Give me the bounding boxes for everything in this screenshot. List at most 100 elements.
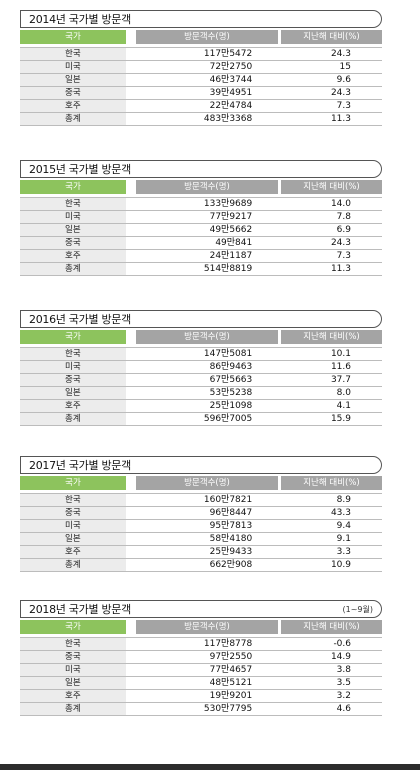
cell-yoy: 9.4 — [336, 521, 351, 531]
table-row: 총계 530만7795 4.6 — [20, 703, 382, 716]
cell-visitors: 25만9433 — [209, 547, 253, 557]
cell-yoy: 14.9 — [330, 652, 351, 662]
cell-yoy: 4.1 — [336, 401, 351, 411]
table-row: 한국 117만8778 -0.6 — [20, 638, 382, 651]
table-title-box: 2018년 국가별 방문객 (1~9월) — [20, 600, 382, 618]
table-title-box: 2014년 국가별 방문객 — [20, 10, 382, 28]
cell-yoy: 15.9 — [330, 414, 351, 424]
cell-visitors: 77만4657 — [209, 665, 253, 675]
cell-yoy: 43.3 — [330, 508, 351, 518]
table-title-box: 2016년 국가별 방문객 — [20, 310, 382, 328]
table-header: 국가 방문객수(명) 지난해 대비(%) — [20, 30, 382, 44]
table-row: 호주 22만4784 7.3 — [20, 100, 382, 113]
table-row: 호주 19만9201 3.2 — [20, 690, 382, 703]
cell-yoy: 10.9 — [330, 560, 351, 570]
cell-yoy: 3.5 — [336, 678, 351, 688]
table-row: 미국 77만4657 3.8 — [20, 664, 382, 677]
table-title: 2017년 국가별 방문객 — [29, 459, 131, 472]
table-title: 2018년 국가별 방문객 — [29, 603, 131, 616]
cell-country: 미국 — [20, 211, 127, 223]
cell-visitors: 58만4180 — [209, 534, 253, 544]
cell-yoy: 37.7 — [330, 375, 351, 385]
table-title-box: 2017년 국가별 방문객 — [20, 456, 382, 474]
cell-country: 한국 — [20, 638, 127, 650]
table-row: 일본 46만3744 9.6 — [20, 74, 382, 87]
table-row: 미국 77만9217 7.8 — [20, 211, 382, 224]
cell-country: 일본 — [20, 533, 127, 545]
cell-country: 미국 — [20, 61, 127, 73]
cell-visitors: 133만9689 — [203, 199, 253, 209]
header-yoy: 지난해 대비(%) — [281, 330, 382, 344]
cell-country: 미국 — [20, 520, 127, 532]
cell-country: 중국 — [20, 651, 127, 663]
visitor-table: 2018년 국가별 방문객 (1~9월) 국가 방문객수(명) 지난해 대비(%) 한국 1… — [20, 600, 382, 716]
cell-yoy: -0.6 — [333, 639, 351, 649]
visitor-table: 2014년 국가별 방문객 국가 방문객수(명) 지난해 대비(%) 한국 117만547… — [20, 10, 382, 126]
table-row: 중국 49만841 24.3 — [20, 237, 382, 250]
cell-country: 한국 — [20, 348, 127, 360]
table-title: 2016년 국가별 방문객 — [29, 313, 131, 326]
header-country: 국가 — [20, 180, 126, 194]
table-row: 중국 97만2550 14.9 — [20, 651, 382, 664]
cell-yoy: 10.1 — [330, 349, 351, 359]
cell-yoy: 4.6 — [336, 704, 351, 714]
cell-yoy: 7.3 — [336, 251, 351, 261]
cell-yoy: 24.3 — [330, 238, 351, 248]
cell-visitors: 25만1098 — [209, 401, 253, 411]
cell-visitors: 49만841 — [215, 238, 253, 248]
table-row: 호주 24만1187 7.3 — [20, 250, 382, 263]
cell-visitors: 77만9217 — [209, 212, 253, 222]
table-row: 중국 39만4951 24.3 — [20, 87, 382, 100]
cell-visitors: 662만908 — [209, 560, 253, 570]
cell-yoy: 8.0 — [336, 388, 351, 398]
cell-country: 중국 — [20, 374, 127, 386]
cell-visitors: 48만5121 — [209, 678, 253, 688]
cell-yoy: 24.3 — [330, 49, 351, 59]
cell-country: 총계 — [20, 263, 127, 275]
header-visitors: 방문객수(명) — [136, 30, 278, 44]
table-body: 한국 133만9689 14.0 미국 77만9217 7.8 일본 49만5662 6.9 중국… — [20, 197, 382, 276]
table-row: 미국 95만7813 9.4 — [20, 520, 382, 533]
cell-yoy: 7.8 — [336, 212, 351, 222]
table-row: 일본 58만4180 9.1 — [20, 533, 382, 546]
header-visitors: 방문객수(명) — [136, 476, 278, 490]
table-body: 한국 117만5472 24.3 미국 72만2750 15 일본 46만3744 9.6 중국 3… — [20, 47, 382, 126]
cell-yoy: 8.9 — [336, 495, 351, 505]
cell-yoy: 15 — [339, 62, 351, 72]
cell-country: 중국 — [20, 87, 127, 99]
table-row: 일본 48만5121 3.5 — [20, 677, 382, 690]
cell-visitors: 530만7795 — [203, 704, 253, 714]
header-yoy: 지난해 대비(%) — [281, 30, 382, 44]
table-row: 일본 49만5662 6.9 — [20, 224, 382, 237]
cell-visitors: 72만2750 — [209, 62, 253, 72]
table-body: 한국 117만8778 -0.6 중국 97만2550 14.9 미국 77만4657 3.8 일… — [20, 637, 382, 716]
cell-visitors: 39만4951 — [209, 88, 253, 98]
table-title-box: 2015년 국가별 방문객 — [20, 160, 382, 178]
cell-yoy: 6.9 — [336, 225, 351, 235]
cell-visitors: 19만9201 — [209, 691, 253, 701]
cell-country: 총계 — [20, 559, 127, 571]
cell-country: 중국 — [20, 507, 127, 519]
table-note: (1~9월) — [342, 605, 374, 614]
cell-country: 중국 — [20, 237, 127, 249]
cell-visitors: 24만1187 — [209, 251, 253, 261]
table-header: 국가 방문객수(명) 지난해 대비(%) — [20, 620, 382, 634]
table-row: 총계 662만908 10.9 — [20, 559, 382, 572]
cell-country: 일본 — [20, 387, 127, 399]
header-country: 국가 — [20, 30, 126, 44]
table-row: 미국 72만2750 15 — [20, 61, 382, 74]
table-row: 총계 483만3368 11.3 — [20, 113, 382, 126]
cell-visitors: 97만2550 — [209, 652, 253, 662]
cell-visitors: 86만9463 — [209, 362, 253, 372]
table-header: 국가 방문객수(명) 지난해 대비(%) — [20, 330, 382, 344]
table-header: 국가 방문객수(명) 지난해 대비(%) — [20, 180, 382, 194]
cell-country: 호주 — [20, 400, 127, 412]
cell-visitors: 514만8819 — [203, 264, 253, 274]
cell-country: 한국 — [20, 198, 127, 210]
table-body: 한국 147만5081 10.1 미국 86만9463 11.6 중국 67만5663 37.7… — [20, 347, 382, 426]
header-visitors: 방문객수(명) — [136, 330, 278, 344]
cell-visitors: 53만5238 — [209, 388, 253, 398]
table-row: 총계 596만7005 15.9 — [20, 413, 382, 426]
cell-yoy: 3.3 — [336, 547, 351, 557]
